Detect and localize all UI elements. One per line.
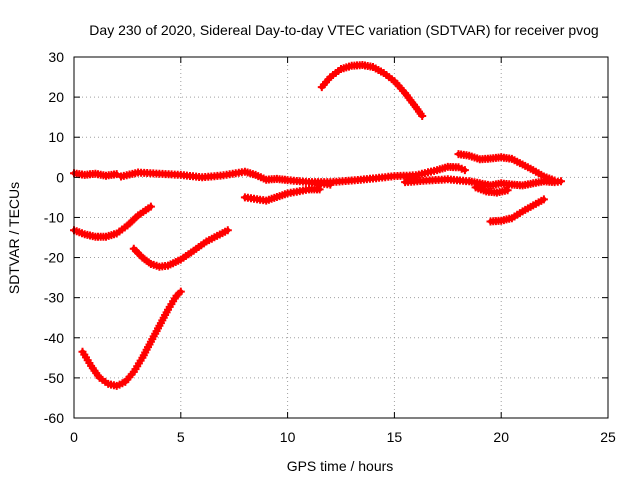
series-markers bbox=[70, 202, 155, 241]
series-s9 bbox=[454, 150, 559, 185]
series-s10 bbox=[471, 183, 512, 197]
series-markers bbox=[70, 169, 121, 180]
series-markers bbox=[78, 287, 185, 390]
plot-frame bbox=[73, 56, 609, 419]
series-markers bbox=[317, 61, 427, 120]
series-s12 bbox=[317, 61, 427, 120]
x-tick-label: 0 bbox=[70, 429, 78, 445]
y-tick-label: -20 bbox=[44, 250, 64, 266]
series-markers bbox=[471, 183, 512, 197]
series-s1 bbox=[70, 202, 155, 241]
series-markers bbox=[454, 150, 559, 185]
y-tick-label: 20 bbox=[48, 89, 64, 105]
y-tick-label: 0 bbox=[56, 169, 64, 185]
x-tick-label: 20 bbox=[493, 429, 509, 445]
y-tick-label: -30 bbox=[44, 290, 64, 306]
series-markers bbox=[305, 162, 469, 187]
y-axis-label: SDTVAR / TECUs bbox=[6, 182, 22, 294]
chart-title: Day 230 of 2020, Sidereal Day-to-day VTE… bbox=[89, 22, 598, 38]
series-markers bbox=[129, 226, 232, 271]
series-markers bbox=[117, 167, 335, 189]
x-tick-label: 10 bbox=[280, 429, 296, 445]
x-tick-label: 25 bbox=[600, 429, 616, 445]
x-tick-label: 5 bbox=[177, 429, 185, 445]
series-markers bbox=[486, 195, 548, 226]
x-tick-label: 15 bbox=[387, 429, 403, 445]
y-tick-label: -10 bbox=[44, 209, 64, 225]
series-markers bbox=[240, 185, 324, 205]
x-axis-label: GPS time / hours bbox=[287, 458, 394, 474]
y-tick-label: 10 bbox=[48, 129, 64, 145]
series-s8 bbox=[401, 175, 565, 190]
y-tick-label: 30 bbox=[48, 49, 64, 65]
series-s11 bbox=[486, 195, 548, 226]
series-s4 bbox=[70, 169, 121, 180]
grid-lines bbox=[74, 57, 608, 418]
y-tick-label: -40 bbox=[44, 330, 64, 346]
data-series-group bbox=[70, 61, 565, 390]
axis-ticks: 0 5 10 15 20 25 -60 -50 -40 -30 -20 -10 0 10 20 30 bbox=[44, 49, 616, 445]
y-tick-label: -60 bbox=[44, 410, 64, 426]
series-s7 bbox=[305, 162, 469, 187]
series-markers bbox=[401, 175, 565, 190]
series-s3 bbox=[78, 287, 185, 390]
y-tick-label: -50 bbox=[44, 370, 64, 386]
series-s2 bbox=[129, 226, 232, 271]
series-s5 bbox=[117, 167, 335, 189]
series-s6 bbox=[240, 185, 324, 205]
